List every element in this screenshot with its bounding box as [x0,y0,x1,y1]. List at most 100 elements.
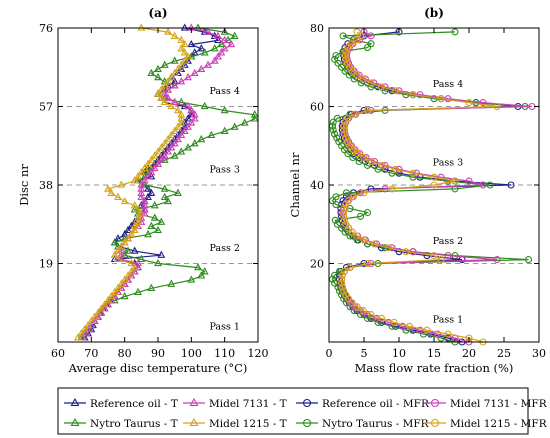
a-series-3-point-2 [82,329,91,337]
b-ytick-label-2: 40 [310,179,324,192]
a-xtick-label-2: 70 [84,347,98,360]
b-xtick-label-5: 20 [462,347,476,360]
a-series-4-point-48 [160,139,169,147]
b-series-3-point-5 [398,322,407,330]
b-series-4-point-71 [345,63,353,71]
b-series-4-point-17 [338,275,346,283]
a-series-4-point-64 [167,72,176,81]
b-series-2-point-28 [346,232,354,240]
b-annotation-2: Pass 2 [433,236,463,247]
b-series-1-point-32 [338,216,346,224]
a-series-4-point-21 [110,250,119,258]
a-series-4-point-3 [80,325,89,333]
b-series-2-point-73 [331,55,339,63]
a-series-3-point-67 [204,60,212,68]
a-xtick-label-7: 120 [248,347,269,360]
a-series-3-point-47 [167,143,176,151]
b-series-4-point-6 [390,318,398,326]
a-series-2-point-15 [187,275,196,283]
b-series-4-point-58 [344,114,352,122]
a-series-4-point-76 [137,23,146,31]
b-series-4-point-70 [349,67,357,75]
a-series-3-point-54 [190,114,199,122]
a-series-4-point-74 [170,31,179,39]
a-series-2-point-70 [200,48,209,56]
b-series-4-point-76 [344,44,352,52]
a-series-3-point-52 [184,122,192,130]
a-series-4-point-69 [184,52,192,60]
panel-a-temperature: 60 70 80 90 100 110 120 19 38 57 76 Pass 1 Pass 2 Pas… [17,6,269,375]
a-annotation-2: Pass 2 [209,243,239,254]
b-series-2-point-18 [331,271,339,279]
a-series-4-point-5 [87,316,96,324]
b-xtick-label-3: 10 [392,347,406,360]
b-series-2-point-31 [333,220,341,228]
a-series-3-point-48 [170,139,179,147]
a-series-3-point-49 [174,134,182,143]
b-series-4-point-52 [343,138,351,146]
a-series-4-point-29 [134,217,142,225]
a-series-2-point-52 [230,122,239,130]
a-series-1-point-73 [214,35,222,44]
b-series-4-point-49 [354,150,362,158]
a-series-3-point-37 [137,184,146,192]
a-series-4-point-41 [137,168,146,176]
a-series-4-point-73 [177,35,186,44]
b-xtick-label-2: 5 [361,347,368,360]
a-series-4-point-35 [114,192,122,201]
b-series-4-point-9 [359,307,367,315]
a-series-1-point-70 [190,48,199,56]
a-series-4-point-62 [160,81,169,89]
a-series-4-point-68 [180,56,189,64]
b-series-4-point-55 [340,126,348,134]
legend-entry-8-label: Midel 1215 - MFR [450,418,548,430]
a-xtick-label-1: 60 [51,347,65,360]
b-series-3-point-43 [437,173,445,181]
a-series-2-point-20 [137,254,146,263]
b-xtick-label-7: 30 [532,347,546,360]
a-series-4-point-15 [120,275,129,283]
b-series-4-point-66 [377,83,386,91]
a-series-1-point-35 [144,192,152,201]
a-series-3-point-69 [214,52,222,60]
b-series-4-point-74 [341,51,349,60]
a-series-2-point-71 [210,44,219,52]
b-series-2-point-71 [338,63,346,71]
b-series-2-point-33 [356,212,365,220]
legend-entry-2-marker [189,397,199,406]
legend-entry-3-marker [302,398,312,408]
a-series-4-point-19 [127,258,136,267]
b-series-4-point-22 [437,256,445,264]
a-series-4-point-12 [110,287,119,296]
a-ytick-label-2: 38 [39,179,53,192]
legend-entry-4-marker [430,398,440,408]
b-series-4-point-31 [342,220,350,228]
a-series-3-point-63 [177,77,186,85]
b-series-2-point-39 [342,189,351,197]
b-series-3-point-79 [367,32,375,40]
b-series-2-point-79 [339,32,347,40]
b-annotation-4: Pass 4 [433,79,463,90]
a-series-3-point-65 [190,68,199,77]
b-series-4-point-27 [360,236,368,244]
a-series-3-point-75 [204,27,212,35]
b-series-4-point-72 [343,59,351,67]
a-series-4-point-49 [164,134,172,143]
a-series-4-point-28 [130,221,139,229]
a-x-axis-title: Average disc temperature (°C) [68,361,248,375]
a-series-2 [77,23,259,341]
a-series-2-point-16 [197,271,206,279]
a-series-4-point-42 [140,163,149,172]
a-series-4-point-40 [134,172,142,180]
b-series-4-point-48 [360,153,368,162]
b-series-2-point-16 [331,279,339,287]
legend-entry-5-label: Nytro Taurus - T [90,418,178,430]
b-series-4-point-14 [340,287,348,295]
a-series-3-point-53 [187,118,196,126]
b-series-1-point-41 [507,181,515,189]
a-series-3-point-41 [147,168,156,176]
a-series-2-point-50 [207,130,216,139]
a-series-2-point-66 [154,64,162,72]
a-series-3-point-62 [170,81,179,89]
b-series-4-point-4 [423,326,431,334]
